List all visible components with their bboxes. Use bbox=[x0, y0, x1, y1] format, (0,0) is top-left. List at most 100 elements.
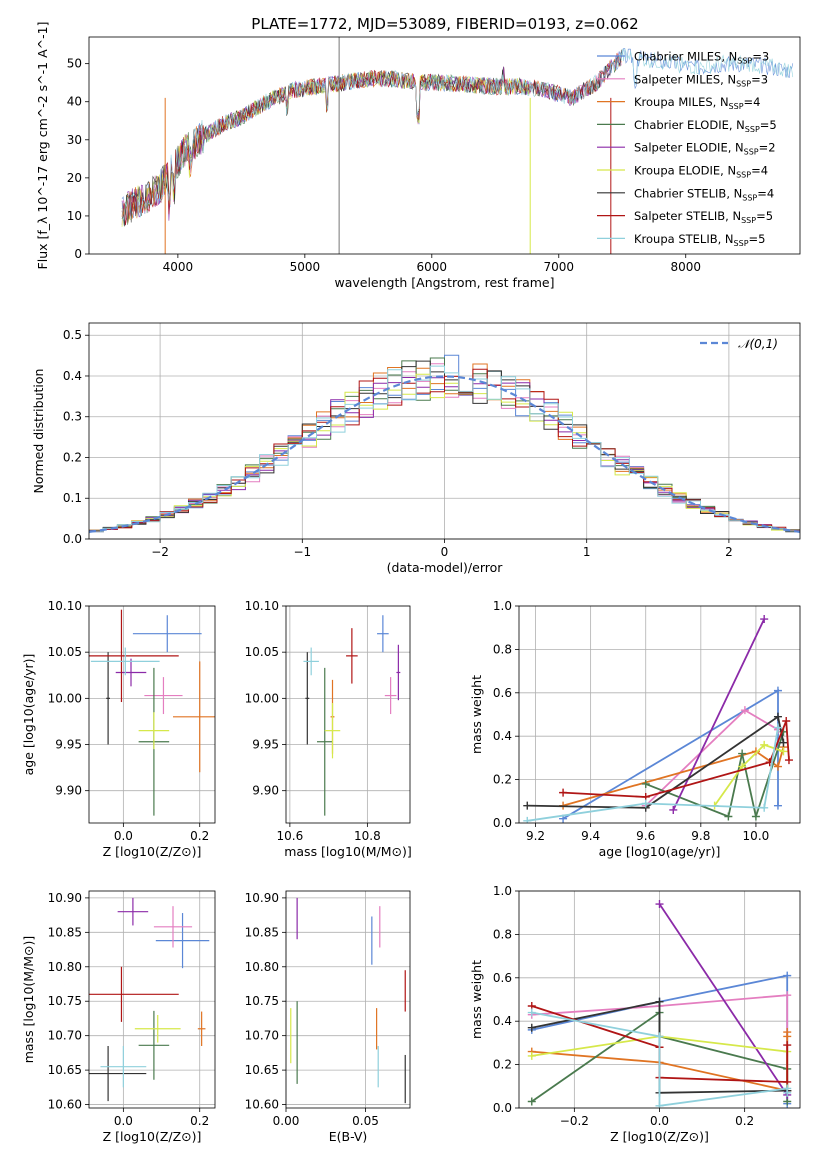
residuals-panel: −2 −1 0 1 2 0.0 0.1 0.2 0.3 0.4 0.5 (data-model)/er… bbox=[31, 322, 801, 575]
y-tick-label: 10.70 bbox=[48, 1029, 82, 1043]
weight-marker bbox=[782, 717, 791, 726]
y-tick-label: 0 bbox=[74, 247, 82, 261]
x-axis-label: Z [log10(Z/Z⊙)] bbox=[103, 844, 202, 859]
mass-vs-Z-plot-area bbox=[89, 897, 210, 1102]
y-tick-label: 9.90 bbox=[252, 784, 279, 798]
y-tick-label: 20 bbox=[67, 171, 82, 185]
spectrum-line bbox=[121, 48, 794, 221]
y-tick-label: 10.05 bbox=[48, 645, 82, 659]
y-tick-label: 0.3 bbox=[63, 410, 82, 424]
axes-frame bbox=[88, 605, 216, 824]
weight-marker bbox=[523, 816, 532, 823]
y-tick-label: 10.60 bbox=[48, 1098, 82, 1112]
mass-vs-EBV-plot-area bbox=[290, 897, 406, 1104]
age-vs-Z-panel: 0.0 0.2 9.90 9.95 10.00 10.05 10.10 Z [log10(Z/… bbox=[21, 599, 216, 859]
weight-marker bbox=[779, 747, 788, 756]
weight-line bbox=[658, 903, 788, 1096]
x-axis-label: age [log10(age/yr)] bbox=[599, 844, 721, 859]
x-axis-label: mass [log10(M/M⊙)] bbox=[284, 844, 412, 859]
spectrum-line bbox=[121, 49, 622, 227]
mass-vs-EBV-panel: 0.00 0.05 10.60 10.65 10.70 10.75 10.80 10.85 10… bbox=[245, 890, 411, 1144]
y-tick-label: 10.85 bbox=[48, 925, 82, 939]
x-axis-label: E(B-V) bbox=[329, 1129, 368, 1144]
weight-marker bbox=[527, 1097, 536, 1106]
axes-frame bbox=[88, 890, 216, 1109]
x-tick-label: 9.6 bbox=[636, 829, 655, 843]
x-tick-label: 7000 bbox=[543, 260, 574, 274]
y-tick-label: 0.0 bbox=[63, 532, 82, 546]
y-axis-label: Flux [f_λ 10^-17 erg cm^-2 s^-1 A^-1] bbox=[35, 22, 50, 270]
weight-marker bbox=[655, 997, 664, 1006]
y-tick-label: 10.05 bbox=[245, 645, 279, 659]
histogram-step bbox=[89, 365, 800, 534]
y-tick-label: 10.80 bbox=[245, 960, 279, 974]
x-tick-label: 10.0 bbox=[743, 829, 770, 843]
weight-marker bbox=[773, 762, 782, 771]
x-tick-label: −1 bbox=[293, 545, 311, 559]
weight-marker bbox=[773, 686, 782, 695]
weight-marker bbox=[527, 1051, 536, 1060]
y-axis-label: Normed distribution bbox=[31, 369, 46, 494]
y-tick-label: 1.0 bbox=[493, 599, 512, 613]
legend-entry: Salpeter MILES, NSSP=3 bbox=[634, 72, 768, 88]
weight-marker bbox=[559, 788, 568, 797]
weight-marker bbox=[738, 749, 747, 758]
weight-marker bbox=[751, 812, 760, 821]
y-tick-label: 0.4 bbox=[63, 369, 82, 383]
x-tick-label: 9.4 bbox=[581, 829, 600, 843]
axes-frame bbox=[285, 890, 411, 1109]
mass-vs-Z-panel: 0.0 0.2 10.60 10.65 10.70 10.75 10.80 10.85 10.9… bbox=[21, 890, 216, 1144]
legend-entry: Kroupa MILES, NSSP=4 bbox=[634, 95, 760, 111]
y-tick-label: 40 bbox=[67, 95, 82, 109]
weight-vs-Z-panel: −0.2 0.0 0.2 0.0 0.2 0.4 0.6 0.8 1.0 Z [log10(Z/Z… bbox=[469, 884, 801, 1144]
x-tick-label: 0.0 bbox=[114, 1114, 133, 1128]
y-tick-label: 1.0 bbox=[493, 884, 512, 898]
x-axis-label: Z [log10(Z/Z⊙)] bbox=[610, 1129, 709, 1144]
x-tick-label: 0.0 bbox=[650, 1114, 669, 1128]
normal-reference-curve bbox=[89, 375, 800, 533]
weight-marker bbox=[783, 1041, 792, 1050]
x-tick-label: 9.8 bbox=[691, 829, 710, 843]
y-tick-label: 10.80 bbox=[48, 960, 82, 974]
axes-frame bbox=[88, 322, 801, 540]
legend-entry: Chabrier MILES, NSSP=3 bbox=[634, 50, 769, 66]
axes-frame bbox=[518, 605, 801, 824]
y-tick-label: 9.95 bbox=[252, 738, 279, 752]
x-tick-label: 0 bbox=[441, 545, 449, 559]
spectrum-line bbox=[121, 63, 611, 226]
x-tick-label: 2 bbox=[725, 545, 733, 559]
age-vs-Z-plot-area bbox=[89, 609, 215, 816]
y-axis-label: age [log10(age/yr)] bbox=[21, 654, 36, 776]
y-tick-label: 10.00 bbox=[245, 691, 279, 705]
weight-marker bbox=[783, 1028, 792, 1037]
weight-marker bbox=[724, 812, 733, 821]
y-tick-label: 0.4 bbox=[493, 1014, 512, 1028]
y-tick-label: 10.85 bbox=[245, 925, 279, 939]
legend-entry: Salpeter ELODIE, NSSP=2 bbox=[634, 141, 776, 157]
weight-marker bbox=[655, 1101, 664, 1108]
y-tick-label: 10.65 bbox=[245, 1063, 279, 1077]
y-tick-label: 0.5 bbox=[63, 328, 82, 342]
weight-line bbox=[562, 746, 785, 807]
y-tick-label: 9.90 bbox=[55, 784, 82, 798]
x-tick-label: 0.0 bbox=[114, 829, 133, 843]
weight-vs-age-panel: 9.2 9.4 9.6 9.8 10.0 0.0 0.2 0.4 0.6 0.8 1.0 age [l… bbox=[469, 599, 801, 859]
legend-entry: Chabrier ELODIE, NSSP=5 bbox=[634, 118, 777, 134]
x-tick-label: 0.2 bbox=[190, 1114, 209, 1128]
weight-marker bbox=[655, 900, 664, 909]
y-tick-label: 10.10 bbox=[245, 599, 279, 613]
x-tick-label: 1 bbox=[583, 545, 591, 559]
legend-entry: Kroupa STELIB, NSSP=5 bbox=[634, 232, 765, 248]
legend-entry: Salpeter STELIB, NSSP=5 bbox=[634, 209, 773, 225]
y-tick-label: 10.75 bbox=[245, 994, 279, 1008]
y-tick-label: 10.90 bbox=[48, 891, 82, 905]
figure-title: PLATE=1772, MJD=53089, FIBERID=0193, z=0… bbox=[251, 15, 638, 33]
weight-marker bbox=[527, 1008, 536, 1017]
x-tick-label: 0.05 bbox=[352, 1114, 379, 1128]
x-tick-label: 0.00 bbox=[273, 1114, 300, 1128]
y-tick-label: 0.0 bbox=[493, 1101, 512, 1115]
x-tick-label: 9.2 bbox=[526, 829, 545, 843]
age-vs-mass-panel: 10.6 10.8 9.90 9.95 10.00 10.05 10.10 mass [log… bbox=[245, 599, 412, 859]
weight-marker bbox=[740, 706, 749, 715]
y-tick-label: 0.2 bbox=[493, 773, 512, 787]
